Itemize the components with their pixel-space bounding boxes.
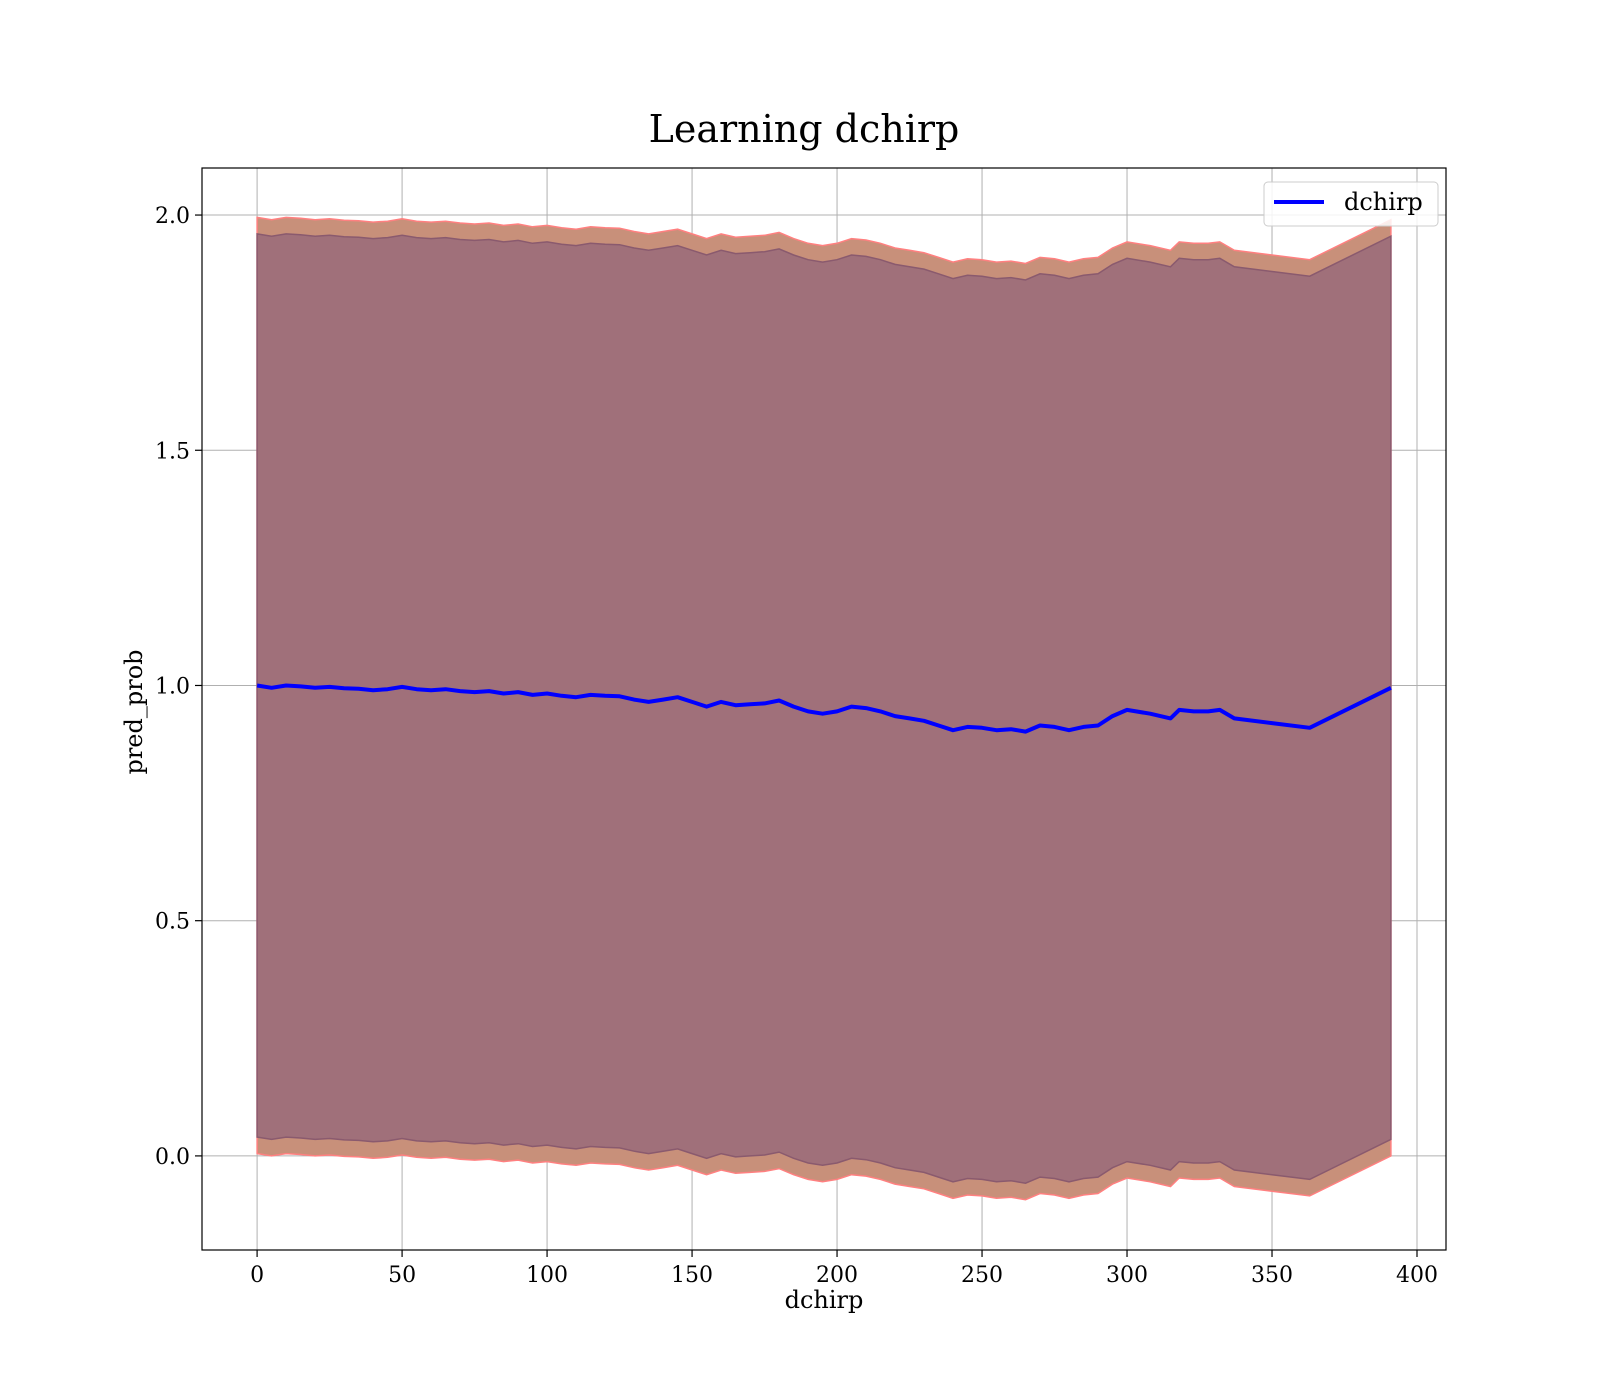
y-tick-label-2: 1.0 [155,674,190,699]
x-tick-label-2: 100 [526,1263,568,1288]
series-line-dchirp [256,683,1392,734]
legend-label-dchirp: dchirp [1344,188,1423,216]
legend-box [1263,181,1439,227]
x-tick-label-1: 50 [388,1263,416,1288]
confidence-band-1 [256,233,1392,1184]
x-tick-label-3: 150 [671,1263,713,1288]
x-tick-label-4: 200 [816,1263,858,1288]
y-tick-label-4: 2.0 [155,204,190,229]
x-tick-label-8: 400 [1396,1263,1438,1288]
x-tick-label-5: 250 [961,1263,1003,1288]
plot-area: 0 50 100 150 200 250 300 350 400 0.0 0.5 1.0 1.5 2.0 [155,167,1447,1288]
y-tick-label-0: 0.0 [155,1145,190,1170]
legend: dchirp [1263,181,1439,227]
x-tick-label-7: 350 [1251,1263,1293,1288]
y-tick-label-1: 0.5 [155,910,190,935]
chart-title: Learning dchirp [649,107,960,151]
x-tick-label-6: 300 [1106,1263,1148,1288]
axes-frame [201,167,1447,1251]
y-axis-label: pred_prob [120,649,148,774]
y-tick-label-3: 1.5 [155,439,190,464]
x-tick-label-0: 0 [250,1263,264,1288]
x-axis-label: dchirp [785,1286,864,1314]
